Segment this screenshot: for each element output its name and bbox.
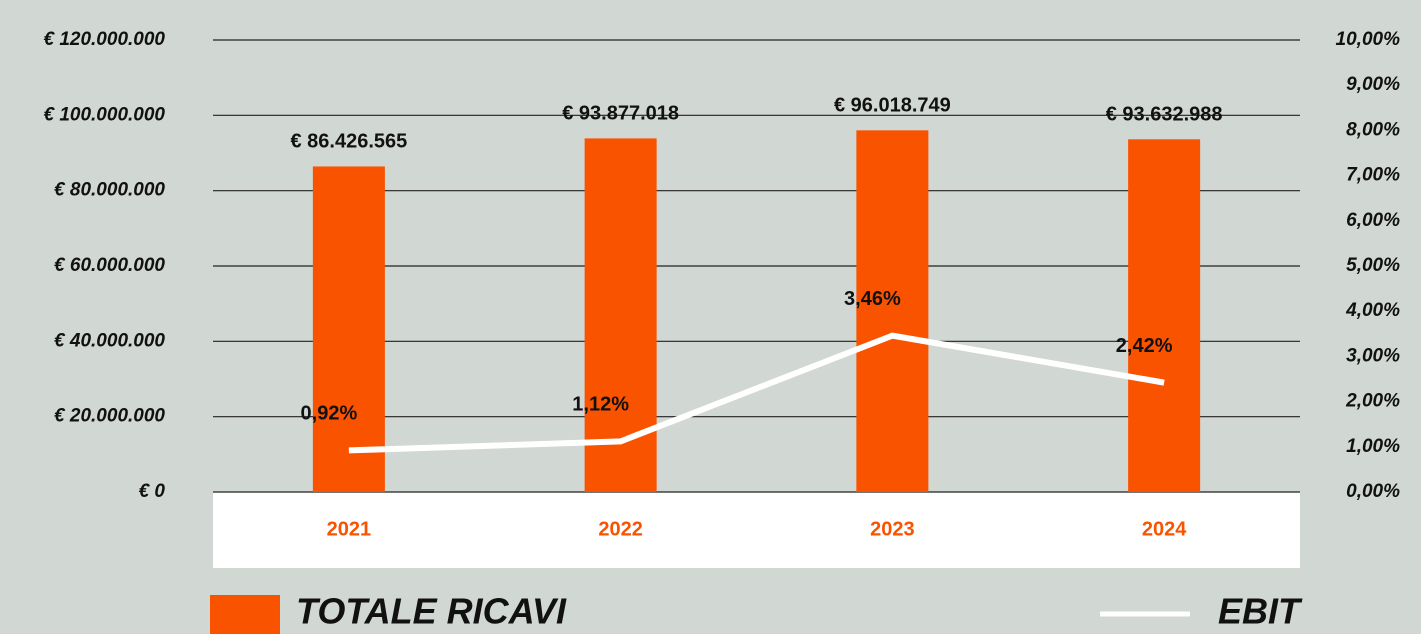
y2-tick-label: 3,00%	[1346, 345, 1400, 366]
legend-label: TOTALE RICAVI	[296, 591, 567, 632]
y2-tick-label: 9,00%	[1346, 74, 1400, 95]
legend-label: EBIT	[1218, 591, 1303, 632]
y-tick-label: € 60.000.000	[54, 255, 165, 276]
bar-value-label: € 96.018.749	[834, 95, 951, 117]
line-value-label: 1,12%	[572, 394, 629, 416]
line-value-label: 3,46%	[844, 288, 901, 310]
y2-tick-label: 10,00%	[1336, 29, 1401, 50]
line-value-label: 2,42%	[1116, 335, 1173, 357]
y2-tick-label: 5,00%	[1346, 255, 1400, 276]
line-value-label: 0,92%	[301, 403, 358, 425]
x-tick-label: 2023	[870, 518, 915, 540]
bar	[856, 130, 929, 492]
y-tick-label: € 80.000.000	[54, 180, 165, 201]
category-band	[213, 492, 1300, 568]
bar	[312, 166, 385, 492]
x-tick-label: 2021	[327, 518, 372, 540]
line	[348, 332, 1165, 454]
y-tick-label: € 100.000.000	[43, 104, 165, 125]
bar-value-label: € 93.632.988	[1106, 104, 1223, 126]
bar-value-label: € 93.877.018	[562, 103, 679, 125]
y2-tick-label: 4,00%	[1345, 300, 1400, 321]
y2-tick-label: 7,00%	[1346, 165, 1400, 186]
bar-value-label: € 86.426.565	[290, 131, 407, 153]
y-tick-label: € 20.000.000	[54, 406, 165, 427]
y-tick-label: € 0	[139, 481, 166, 502]
y2-tick-label: 1,00%	[1346, 436, 1400, 457]
bar	[1128, 139, 1201, 493]
x-tick-label: 2022	[598, 518, 643, 540]
y-tick-label: € 120.000.000	[43, 29, 165, 50]
y2-tick-label: 6,00%	[1346, 210, 1400, 231]
y-tick-label: € 40.000.000	[54, 330, 165, 351]
y2-tick-label: 2,00%	[1345, 391, 1400, 412]
legend-swatch	[210, 595, 280, 634]
x-tick-label: 2024	[1142, 518, 1187, 540]
y2-tick-label: 0,00%	[1346, 481, 1400, 502]
y2-tick-label: 8,00%	[1346, 119, 1400, 140]
